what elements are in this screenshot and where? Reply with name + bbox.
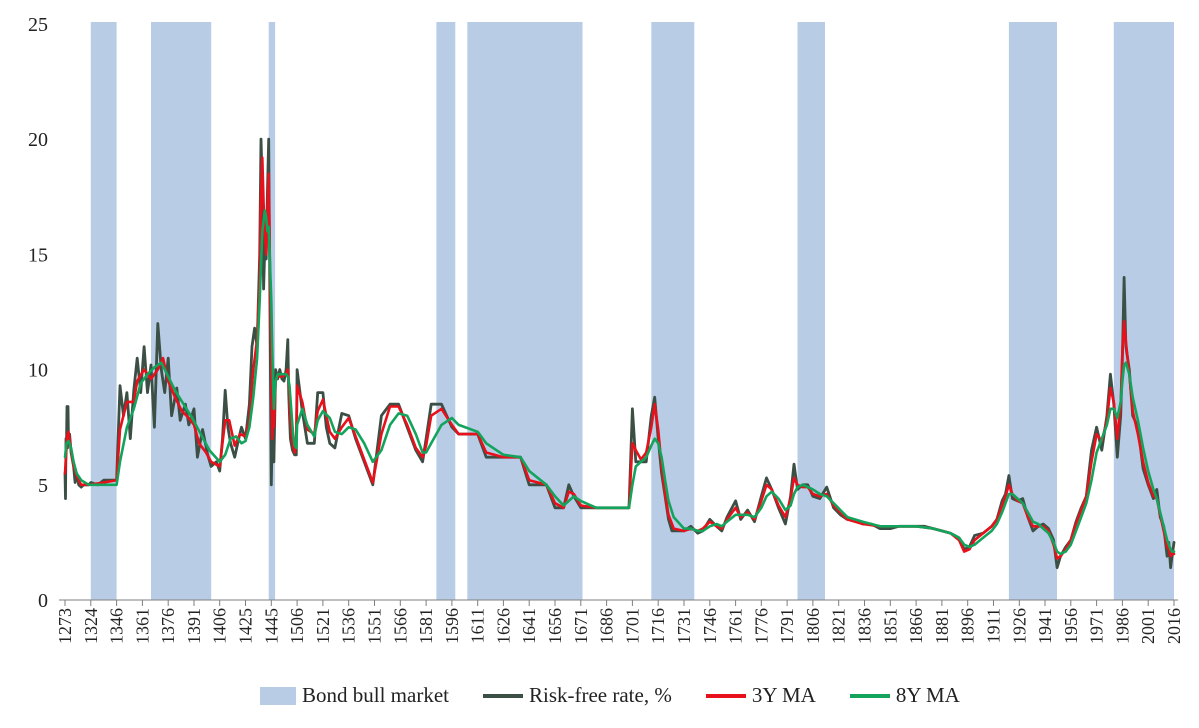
legend-label-risk-free: Risk-free rate, % (528, 683, 672, 707)
x-tick-label-1926: 1926 (1009, 608, 1029, 644)
x-tick-label-1361: 1361 (132, 608, 152, 644)
series-line-8y-ma (63, 209, 1176, 556)
x-tick-label-1671: 1671 (571, 608, 591, 644)
x-tick-label-1986: 1986 (1112, 608, 1132, 644)
x-tick-label-1866: 1866 (906, 608, 926, 644)
x-tick-label-1716: 1716 (648, 608, 668, 644)
x-tick-label-1581: 1581 (416, 608, 436, 644)
x-tick-label-1445: 1445 (261, 608, 281, 644)
legend-item-8y-ma: 8Y MA (849, 683, 960, 708)
bull-market-band-7 (797, 22, 825, 600)
x-tick-label-1956: 1956 (1061, 608, 1081, 644)
x-tick-label-1536: 1536 (339, 608, 359, 644)
y-tick-label-0: 0 (38, 590, 48, 612)
x-tick-label-1851: 1851 (880, 608, 900, 644)
x-tick-label-1506: 1506 (287, 608, 307, 644)
bull-market-band-4 (436, 22, 456, 600)
x-tick-label-1941: 1941 (1035, 608, 1055, 644)
x-tick-label-2001: 2001 (1138, 608, 1158, 644)
x-tick-label-1521: 1521 (313, 608, 333, 644)
x-tick-label-1376: 1376 (158, 608, 178, 644)
y-tick-label-5: 5 (38, 475, 48, 497)
x-tick-label-1551: 1551 (365, 608, 385, 644)
legend-label-bull-market: Bond bull market (302, 683, 449, 707)
x-tick-label-1746: 1746 (700, 608, 720, 644)
legend: Bond bull market Risk-free rate, % 3Y MA… (260, 683, 994, 708)
x-tick-label-1761: 1761 (726, 608, 746, 644)
bull-market-band-2 (151, 22, 212, 600)
x-tick-label-1324: 1324 (81, 608, 101, 644)
legend-label-3y-ma: 3Y MA (751, 683, 816, 707)
bull-market-band-1 (90, 22, 117, 600)
legend-swatch-bull-market (260, 686, 296, 705)
x-tick-label-1406: 1406 (210, 608, 230, 644)
x-tick-label-1806: 1806 (803, 608, 823, 644)
legend-item-risk-free: Risk-free rate, % (482, 683, 672, 708)
x-tick-label-1731: 1731 (674, 608, 694, 644)
x-tick-label-1686: 1686 (597, 608, 617, 644)
x-tick-label-1273: 1273 (55, 608, 75, 644)
x-tick-label-1701: 1701 (622, 608, 642, 644)
bull-market-bands (90, 22, 1174, 600)
bull-market-band-5 (467, 22, 583, 600)
x-tick-label-1971: 1971 (1087, 608, 1107, 644)
bull-market-band-6 (651, 22, 695, 600)
legend-label-8y-ma: 8Y MA (895, 683, 960, 707)
x-tick-label-1821: 1821 (829, 608, 849, 644)
x-axis: 1273 1324 1346 1361 1376 1391 1406 1425 1445 1506… (55, 599, 1184, 644)
legend-item-3y-ma: 3Y MA (705, 683, 816, 708)
x-tick-label-1836: 1836 (855, 608, 875, 644)
x-tick-label-1776: 1776 (751, 608, 771, 644)
x-tick-label-1391: 1391 (184, 608, 204, 644)
x-tick-label-1881: 1881 (932, 608, 952, 644)
x-tick-label-1346: 1346 (107, 608, 127, 644)
y-tick-label-20: 20 (28, 129, 48, 151)
x-tick-label-1896: 1896 (958, 608, 978, 644)
x-tick-label-2016: 2016 (1164, 608, 1184, 644)
y-tick-label-10: 10 (28, 360, 48, 382)
x-tick-label-1656: 1656 (545, 608, 565, 644)
legend-swatch-3y-ma (705, 693, 746, 698)
legend-swatch-8y-ma (849, 693, 890, 698)
x-tick-label-1566: 1566 (390, 608, 410, 644)
bull-market-band-8 (1008, 22, 1057, 600)
x-tick-label-1596: 1596 (442, 608, 462, 644)
x-tick-label-1425: 1425 (236, 608, 256, 644)
legend-swatch-risk-free (482, 693, 523, 698)
x-tick-label-1611: 1611 (468, 608, 488, 643)
series-line-risk-free-rate (63, 137, 1176, 570)
x-tick-label-1791: 1791 (777, 608, 797, 644)
x-tick-label-1911: 1911 (984, 608, 1004, 643)
y-axis-ticks: 0 5 10 15 20 25 (28, 14, 48, 612)
x-tick-label-1626: 1626 (493, 608, 513, 644)
series-lines (63, 137, 1176, 570)
y-tick-label-15: 15 (28, 244, 48, 266)
legend-item-bull-market: Bond bull market (260, 683, 449, 708)
y-tick-label-25: 25 (28, 14, 48, 36)
x-tick-label-1641: 1641 (519, 608, 539, 644)
